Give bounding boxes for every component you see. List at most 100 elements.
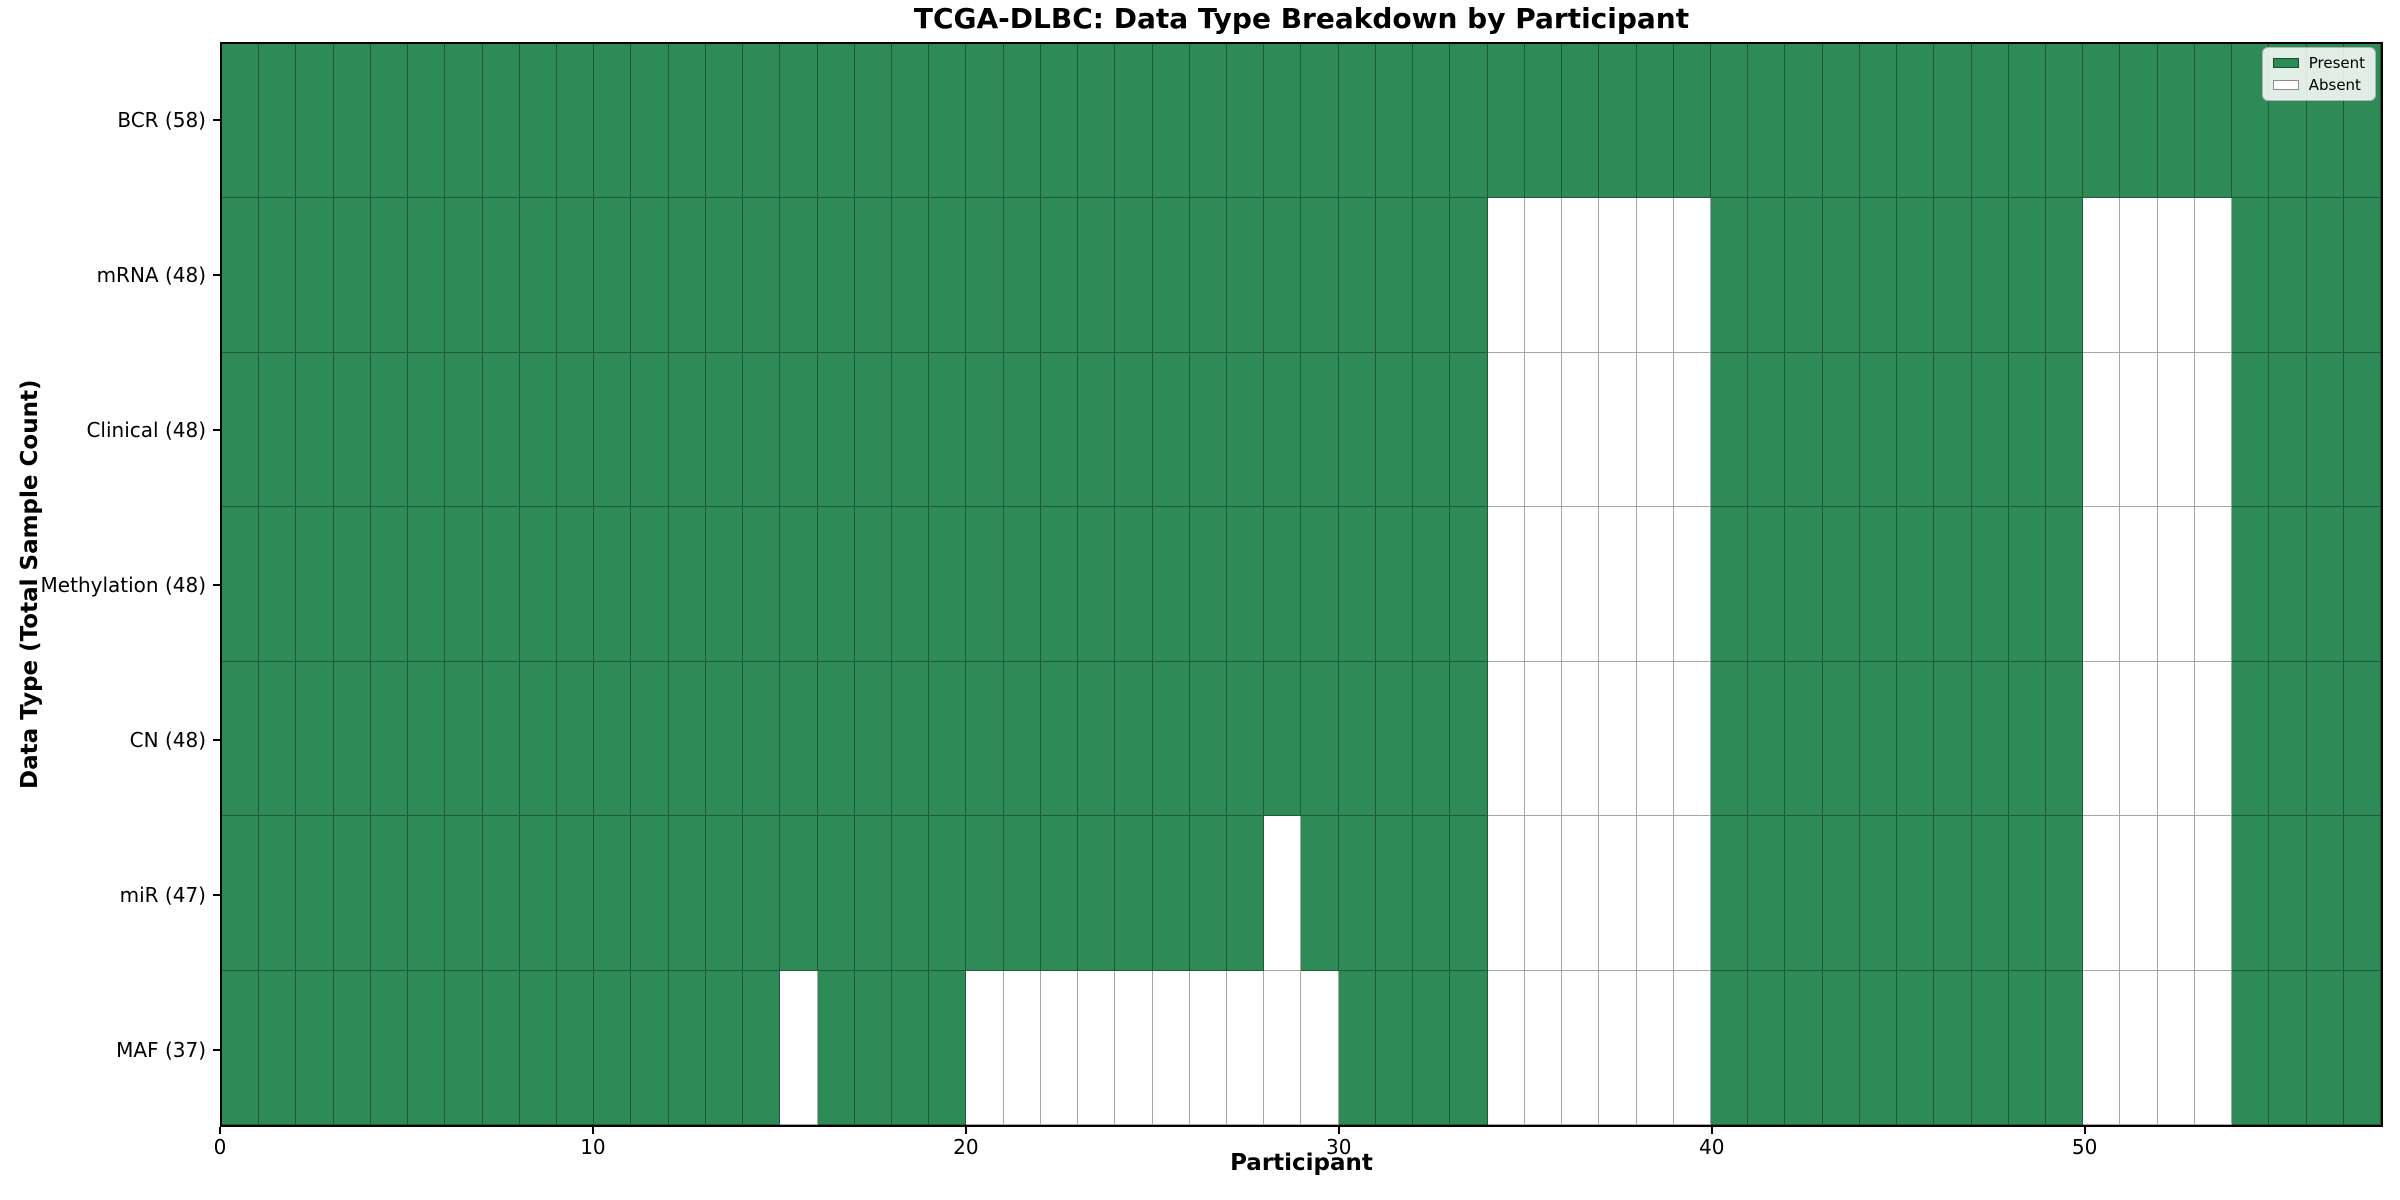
heatmap-cell xyxy=(1524,661,1563,817)
heatmap-cell xyxy=(1673,661,1711,817)
heatmap-cell xyxy=(2008,661,2046,817)
y-tick-mark xyxy=(213,428,220,431)
heatmap-cell xyxy=(1413,44,1451,199)
heatmap-cell xyxy=(2045,507,2084,662)
heatmap-cell xyxy=(333,816,371,971)
heatmap-cell xyxy=(2120,661,2158,817)
plot-area: Present Absent xyxy=(220,42,2383,1127)
heatmap-cell xyxy=(705,816,744,971)
heatmap-cell xyxy=(2045,352,2084,508)
heatmap-cell xyxy=(1152,352,1190,508)
x-tick-label: 10 xyxy=(580,1135,606,1159)
heatmap-cell xyxy=(1375,816,1414,971)
heatmap-cell xyxy=(1599,661,1637,817)
heatmap-cell xyxy=(2194,661,2233,817)
y-tick-label: mRNA (48) xyxy=(96,262,206,287)
heatmap-cell xyxy=(1413,507,1451,662)
heatmap-cell xyxy=(1785,970,1823,1125)
heatmap-cell xyxy=(2232,970,2270,1125)
heatmap-cell xyxy=(259,198,297,353)
heatmap-cell xyxy=(780,661,818,817)
heatmap-cell xyxy=(557,970,595,1125)
heatmap-cell xyxy=(892,44,930,199)
legend-swatch-absent-icon xyxy=(2272,80,2299,90)
heatmap-cell xyxy=(2120,507,2158,662)
heatmap-cell xyxy=(1413,816,1451,971)
legend: Present Absent xyxy=(2261,47,2376,101)
heatmap-cell xyxy=(743,970,781,1125)
heatmap-cell xyxy=(2194,44,2233,199)
heatmap-cell xyxy=(1785,507,1823,662)
heatmap-cell xyxy=(482,970,520,1125)
heatmap-cell xyxy=(2269,970,2307,1125)
heatmap-cell xyxy=(482,198,520,353)
heatmap-cell xyxy=(2269,816,2307,971)
heatmap-cell xyxy=(259,44,297,199)
heatmap-cell xyxy=(1636,816,1674,971)
y-tick-label: CN (48) xyxy=(129,727,206,752)
heatmap-cell xyxy=(1264,44,1302,199)
heatmap-cell xyxy=(1003,44,1041,199)
y-tick-mark xyxy=(213,583,220,586)
heatmap-cell xyxy=(631,44,669,199)
heatmap-cell xyxy=(1264,970,1302,1125)
heatmap-cell xyxy=(743,507,781,662)
heatmap-cell xyxy=(594,507,632,662)
x-axis-title: Participant xyxy=(1230,1150,1373,1176)
heatmap-cell xyxy=(222,816,260,971)
heatmap-cell xyxy=(1897,44,1935,199)
heatmap-cell xyxy=(1562,352,1600,508)
heatmap-cell xyxy=(1599,44,1637,199)
heatmap-cell xyxy=(1338,816,1376,971)
heatmap-cell xyxy=(1375,44,1414,199)
heatmap-cell xyxy=(1710,507,1749,662)
heatmap-cell xyxy=(2120,970,2158,1125)
heatmap-cell xyxy=(1413,661,1451,817)
heatmap-cell xyxy=(1152,661,1190,817)
heatmap-cell xyxy=(631,352,669,508)
heatmap-cell xyxy=(482,507,520,662)
y-tick-label: BCR (58) xyxy=(117,107,206,132)
heatmap-cell xyxy=(1189,352,1228,508)
heatmap-cell xyxy=(1450,507,1488,662)
heatmap-cell xyxy=(519,44,558,199)
heatmap-cell xyxy=(1859,198,1898,353)
heatmap-cell xyxy=(1227,44,1265,199)
heatmap-cell xyxy=(631,507,669,662)
heatmap-cell xyxy=(1599,970,1637,1125)
heatmap-cell xyxy=(966,816,1004,971)
heatmap-cell xyxy=(259,352,297,508)
heatmap-cell xyxy=(1078,816,1116,971)
heatmap-cell xyxy=(557,352,595,508)
heatmap-cell xyxy=(1301,507,1339,662)
heatmap-cell xyxy=(1971,816,2009,971)
x-tick-mark xyxy=(964,1127,967,1134)
heatmap-cell xyxy=(1748,816,1786,971)
heatmap-cell xyxy=(1562,661,1600,817)
heatmap-cell xyxy=(1375,507,1414,662)
heatmap-cell xyxy=(1636,352,1674,508)
heatmap-cell xyxy=(296,661,334,817)
heatmap-cell xyxy=(519,970,558,1125)
heatmap-cell xyxy=(631,661,669,817)
heatmap-cell xyxy=(929,198,967,353)
heatmap-cell xyxy=(333,198,371,353)
heatmap-cell xyxy=(594,198,632,353)
heatmap-cell xyxy=(1897,970,1935,1125)
heatmap-cell xyxy=(1673,352,1711,508)
heatmap-cell xyxy=(2306,352,2344,508)
heatmap-cell xyxy=(1822,44,1860,199)
heatmap-cell xyxy=(2343,198,2381,353)
heatmap-cell xyxy=(1934,816,1972,971)
heatmap-cell xyxy=(1040,661,1079,817)
heatmap-cell xyxy=(594,44,632,199)
heatmap-cell xyxy=(519,352,558,508)
legend-label: Absent xyxy=(2308,76,2361,94)
heatmap-cell xyxy=(1934,970,1972,1125)
heatmap-cell xyxy=(222,507,260,662)
heatmap-cell xyxy=(519,507,558,662)
heatmap-cell xyxy=(1636,198,1674,353)
x-tick-mark xyxy=(1710,1127,1713,1134)
heatmap-cell xyxy=(966,198,1004,353)
heatmap-cell xyxy=(1859,970,1898,1125)
